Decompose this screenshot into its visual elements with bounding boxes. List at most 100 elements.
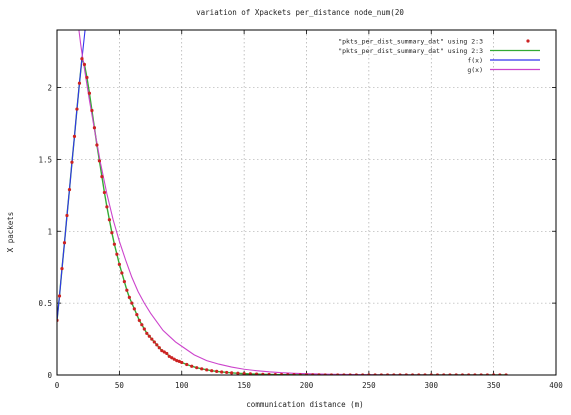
y-tick-label: 1 [47,227,52,236]
y-tick-label: 0 [47,371,52,380]
series-0 [57,57,508,375]
data-point [162,350,166,354]
data-point [157,346,161,350]
data-point [150,337,154,341]
data-point [170,356,174,360]
data-point [132,307,136,311]
x-tick-label: 150 [237,381,251,390]
axis-ticks: 0 50 100 150 200 250 300 350 400 0 0.5 1 1.5 2 [38,30,563,390]
y-tick-label: 2 [47,84,52,93]
data-point [230,371,234,375]
series-3 [78,30,507,375]
data-point [62,241,67,245]
data-point [112,242,116,246]
data-point [210,369,214,373]
data-point [242,372,246,375]
data-point [273,372,277,375]
legend-marker [526,39,530,43]
data-point [185,362,189,367]
x-axis-label: communication distance (m) [246,400,363,409]
series-2 [57,30,86,321]
x-tick-label: 300 [424,381,438,390]
data-point [122,279,126,284]
data-point [102,190,107,195]
series-1 [57,56,507,375]
data-point [82,62,87,67]
data-point [97,159,102,163]
data-point [195,366,199,370]
chart-title: variation of Xpackets per_distance node_… [196,8,404,17]
x-tick-label: 250 [362,381,376,390]
data-point [95,143,99,147]
data-point [225,370,229,375]
data-point [110,231,114,235]
data-point [167,354,171,358]
data-point [107,218,111,222]
series-line [57,56,507,375]
data-point [236,371,240,375]
x-tick-label: 100 [175,381,189,390]
y-axis-label: X packets [6,212,15,253]
series-line [78,30,507,375]
data-point [160,348,164,353]
data-point [165,351,169,356]
data-point [200,367,204,371]
data-point [70,160,74,164]
data-point [60,267,64,271]
data-point [175,359,179,363]
data-point [65,213,69,218]
legend: "pkts_per_dist_summary_dat" using 2:3"pk… [338,38,540,74]
legend-label: f(x) [467,57,483,65]
data-point [137,318,141,322]
x-tick-label: 0 [55,381,60,390]
data-point [152,340,156,344]
data-point [180,360,184,365]
grid [57,30,556,375]
data-point [205,368,209,372]
data-point [90,108,94,113]
data-point [72,134,77,138]
x-tick-label: 50 [115,381,125,390]
data-point [145,331,149,335]
data-point [115,252,119,256]
data-point [140,323,144,327]
data-point [85,75,89,80]
x-tick-label: 350 [487,381,501,390]
series-layer [57,30,508,375]
legend-label: g(x) [467,66,483,74]
y-tick-label: 0.5 [38,299,52,308]
y-tick-label: 1.5 [38,155,52,164]
data-point [105,205,109,209]
data-point [190,364,194,368]
data-point [142,327,146,331]
data-point [135,313,139,317]
data-point [255,372,259,375]
data-point [172,357,176,361]
data-point [267,372,271,375]
data-point [100,175,104,179]
legend-label: "pkts_per_dist_summary_dat" using 2:3 [338,38,483,46]
x-tick-label: 200 [300,381,314,390]
data-point [215,369,219,374]
data-point [147,334,151,338]
data-point [117,262,121,266]
data-point [67,187,72,192]
data-point [155,343,159,347]
data-point [75,107,79,111]
legend-label: "pkts_per_dist_summary_dat" using 2:3 [338,47,483,55]
data-point [80,57,84,61]
series-line [57,30,86,321]
data-point [127,295,131,299]
data-point [220,370,224,374]
data-point [87,91,92,95]
data-point [92,126,97,130]
data-point [261,372,265,375]
data-point [57,294,62,298]
data-point [130,301,134,305]
data-point [125,288,129,292]
data-point [77,81,82,85]
data-point [248,372,252,375]
data-point [120,271,124,275]
data-point [177,359,181,363]
